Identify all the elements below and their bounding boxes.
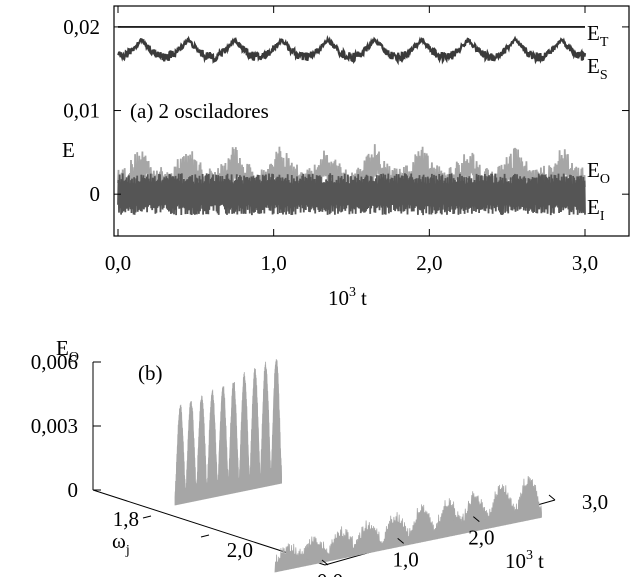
panel-a-ticks: 0,0 1,0 2,0 3,0 0 0,01 0,02 — [63, 6, 629, 275]
panel-b-ttick-mark — [548, 494, 556, 501]
panel-b-ttick-label: 2,0 — [468, 526, 494, 550]
panel-b-label: (b) — [138, 361, 163, 385]
panel-a-xlabel-var: t — [361, 286, 367, 310]
legend-eo-name: E — [587, 158, 600, 182]
panel-a: 0,0 1,0 2,0 3,000,010,02 (a) 2 osciladores … — [62, 5, 630, 310]
panel-a-xlabel-base: 10 — [328, 286, 349, 310]
panel-b-xlabel-base: 10 — [505, 549, 526, 573]
panel-b-ttick-label: 0,0 — [317, 569, 343, 577]
panel-a-xtick-label: 1,0 — [261, 251, 287, 275]
panel-b-ttick-mark — [321, 559, 329, 566]
panel-b-ribbon-omega-1-8 — [174, 359, 282, 506]
series-ei-line — [117, 173, 586, 216]
panel-b-ttick-mark — [473, 516, 480, 523]
legend-ei: EI — [587, 195, 605, 224]
legend-et: ET — [587, 21, 609, 50]
panel-a-series-group — [117, 26, 587, 216]
panel-b-zlabel-name: E — [56, 336, 69, 360]
panel-b-omega-tick-label: 2,0 — [227, 538, 253, 562]
legend-ei-name: E — [587, 195, 600, 219]
series-es-line — [117, 35, 587, 66]
panel-a-xtick-label: 0,0 — [105, 251, 131, 275]
panel-b-omega-tick-mark — [142, 515, 152, 519]
panel-a-frame — [113, 5, 630, 237]
panel-a-ytick-label: 0,01 — [63, 99, 100, 123]
panel-b-ztick-label: 0,006 — [31, 350, 78, 374]
panel-b-xlabel-var: t — [538, 549, 544, 573]
legend-eo-sub: O — [600, 172, 610, 187]
panel-a-xtick-label: 3,0 — [572, 251, 598, 275]
panel-a-ytick-label: 0 — [90, 182, 101, 206]
panel-a-xtick-label: 2,0 — [416, 251, 442, 275]
legend-es: ES — [587, 54, 608, 83]
panel-b-ztick-label: 0,003 — [31, 414, 78, 438]
panel-b-zlabel: EO — [56, 336, 79, 365]
legend-es-sub: S — [600, 68, 608, 83]
panel-b-ztick-label: 0 — [68, 478, 79, 502]
legend-es-name: E — [587, 54, 600, 78]
panel-b-ticks: 0 0,003 0,006 1,8 2,0 0,0 1,0 2,0 3,0 — [31, 350, 608, 577]
panel-a-ylabel: E — [62, 138, 75, 162]
legend-et-name: E — [587, 21, 600, 45]
legend-ei-sub: I — [600, 209, 605, 224]
panel-b-xlabel: 103 t — [505, 548, 544, 573]
panel-b-ttick-mark — [397, 537, 404, 544]
panel-b-ylabel-sub: j — [125, 543, 130, 558]
panel-b-ylabel-name: ω — [112, 529, 126, 553]
panel-b-omega-tick-label: 1,8 — [113, 507, 139, 531]
panel-b-series-group — [174, 359, 542, 573]
panel-b-ribbon-omega-2 — [274, 475, 542, 573]
panel-a-ytick-label: 0,02 — [63, 15, 100, 39]
panel-b-ylabel: ωj — [112, 529, 130, 558]
panel-b-ttick-label: 1,0 — [393, 547, 419, 571]
legend-eo: EO — [587, 158, 610, 187]
panel-b-ttick-label: 3,0 — [582, 490, 608, 514]
legend-et-sub: T — [600, 35, 609, 50]
panel-a-label: (a) 2 osciladores — [130, 99, 269, 123]
panel-b-xlabel-exp: 3 — [526, 548, 533, 563]
panel-b-omega-tick-mark — [200, 534, 210, 538]
panel-a-xlabel: 103 t — [328, 285, 367, 310]
panel-b-zlabel-sub: O — [69, 350, 79, 365]
panel-a-xlabel-exp: 3 — [349, 285, 356, 300]
